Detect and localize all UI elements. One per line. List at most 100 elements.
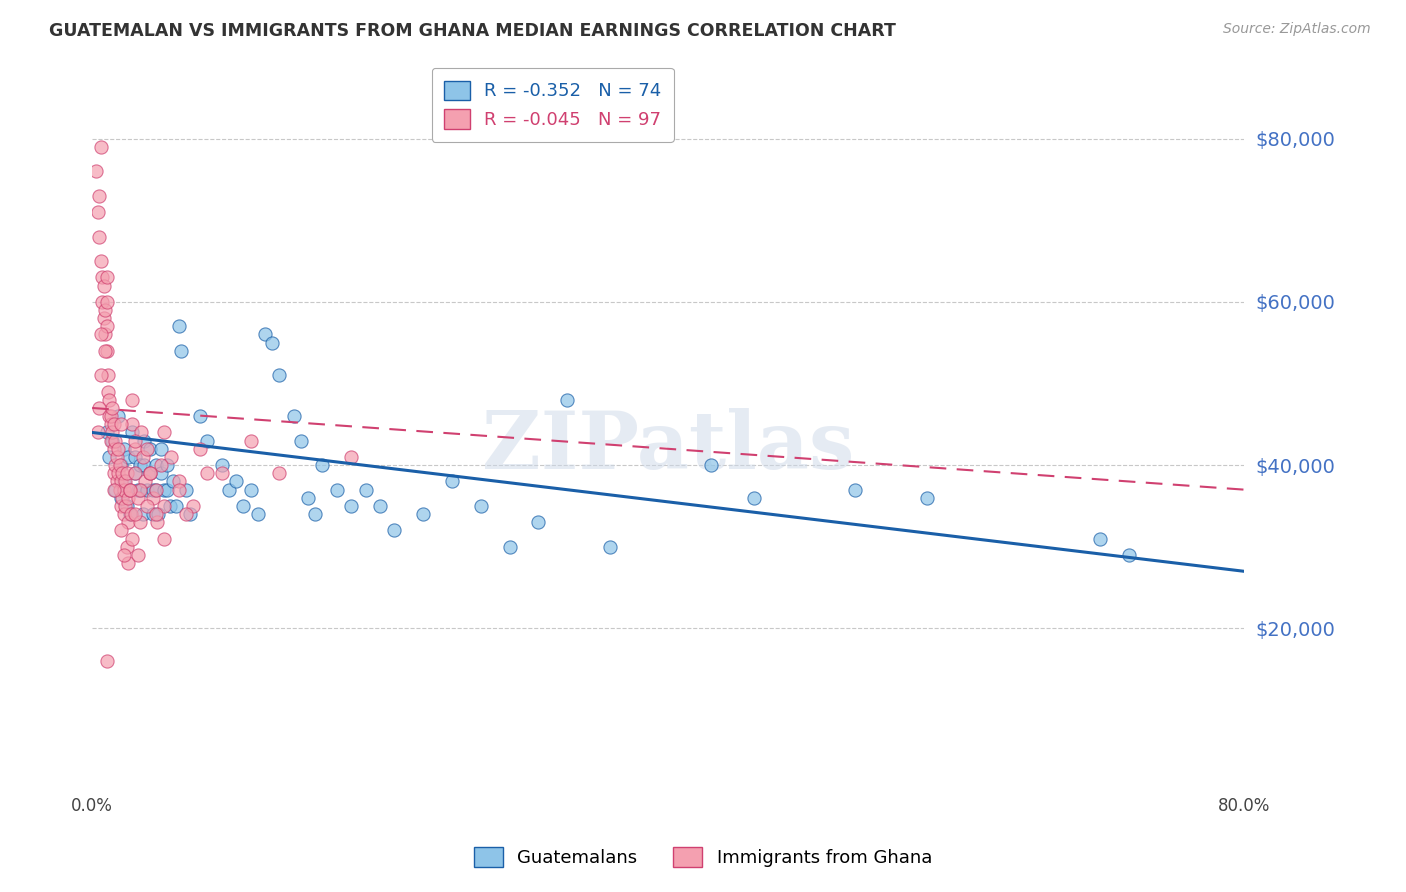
Point (97, 368, 120, 383)
Point (139, 467, 162, 481)
Point (441, 475, 464, 489)
Point (124, 450, 146, 464)
Point (326, 483, 349, 497)
Point (121, 392, 143, 407)
Point (89, 229, 111, 244)
Point (153, 499, 176, 513)
Point (174, 483, 197, 497)
Point (188, 409, 211, 424)
Point (96, 343, 118, 358)
Point (118, 483, 141, 497)
Point (145, 458, 167, 472)
Point (104, 458, 127, 472)
Point (90, 139, 112, 153)
Point (103, 467, 125, 481)
Point (127, 491, 149, 505)
Point (101, 401, 124, 415)
Point (112, 548, 135, 562)
Point (290, 434, 312, 448)
Point (131, 450, 153, 464)
Point (150, 467, 173, 481)
Point (269, 368, 291, 383)
Point (100, 417, 122, 432)
Point (131, 507, 153, 521)
Point (129, 483, 152, 497)
Point (118, 483, 141, 497)
Point (167, 319, 190, 334)
Point (283, 409, 305, 424)
Point (135, 442, 157, 456)
Point (239, 483, 262, 497)
Point (142, 507, 165, 521)
Point (121, 425, 143, 440)
Point (150, 458, 173, 472)
Point (340, 499, 363, 513)
Point (96, 294, 118, 309)
Point (114, 499, 136, 513)
Text: GUATEMALAN VS IMMIGRANTS FROM GHANA MEDIAN EARNINGS CORRELATION CHART: GUATEMALAN VS IMMIGRANTS FROM GHANA MEDI… (49, 22, 896, 40)
Point (98, 392, 121, 407)
Point (108, 458, 131, 472)
Point (111, 491, 134, 505)
Point (340, 450, 363, 464)
Point (91, 270, 114, 285)
Point (110, 417, 132, 432)
Point (262, 335, 284, 350)
Point (142, 491, 165, 505)
Text: ZIPatlas: ZIPatlas (482, 408, 853, 486)
Point (167, 483, 190, 497)
Point (156, 458, 179, 472)
Point (100, 434, 122, 448)
Point (101, 434, 124, 448)
Point (89, 401, 111, 415)
Point (153, 532, 176, 546)
Point (115, 540, 138, 554)
Point (117, 491, 139, 505)
Point (170, 343, 193, 358)
Point (211, 458, 233, 472)
Point (96, 425, 118, 440)
Point (195, 467, 218, 481)
Point (112, 483, 135, 497)
Point (124, 442, 146, 456)
Point (470, 499, 492, 513)
Point (94, 343, 117, 358)
Point (94, 303, 117, 318)
Point (150, 442, 173, 456)
Point (218, 483, 240, 497)
Point (384, 524, 406, 538)
Point (179, 507, 201, 521)
Point (103, 483, 125, 497)
Point (101, 425, 124, 440)
Point (121, 417, 143, 432)
Point (253, 327, 276, 342)
Point (89, 188, 111, 202)
Point (110, 524, 132, 538)
Point (107, 467, 129, 481)
Point (98, 409, 121, 424)
Point (195, 434, 218, 448)
Point (145, 507, 167, 521)
Point (112, 475, 135, 489)
Point (105, 475, 128, 489)
Point (269, 467, 291, 481)
Point (304, 507, 326, 521)
Point (128, 516, 150, 530)
Point (112, 442, 135, 456)
Point (108, 483, 131, 497)
Text: Source: ZipAtlas.com: Source: ZipAtlas.com (1223, 22, 1371, 37)
Point (148, 507, 170, 521)
Point (93, 311, 115, 326)
Point (146, 516, 169, 530)
Point (139, 467, 162, 481)
Point (153, 483, 176, 497)
Point (159, 499, 181, 513)
Point (115, 467, 138, 481)
Point (124, 467, 146, 481)
Point (412, 507, 434, 521)
Point (98, 450, 121, 464)
Point (96, 654, 118, 668)
Point (128, 458, 150, 472)
Point (297, 491, 319, 505)
Point (527, 516, 550, 530)
